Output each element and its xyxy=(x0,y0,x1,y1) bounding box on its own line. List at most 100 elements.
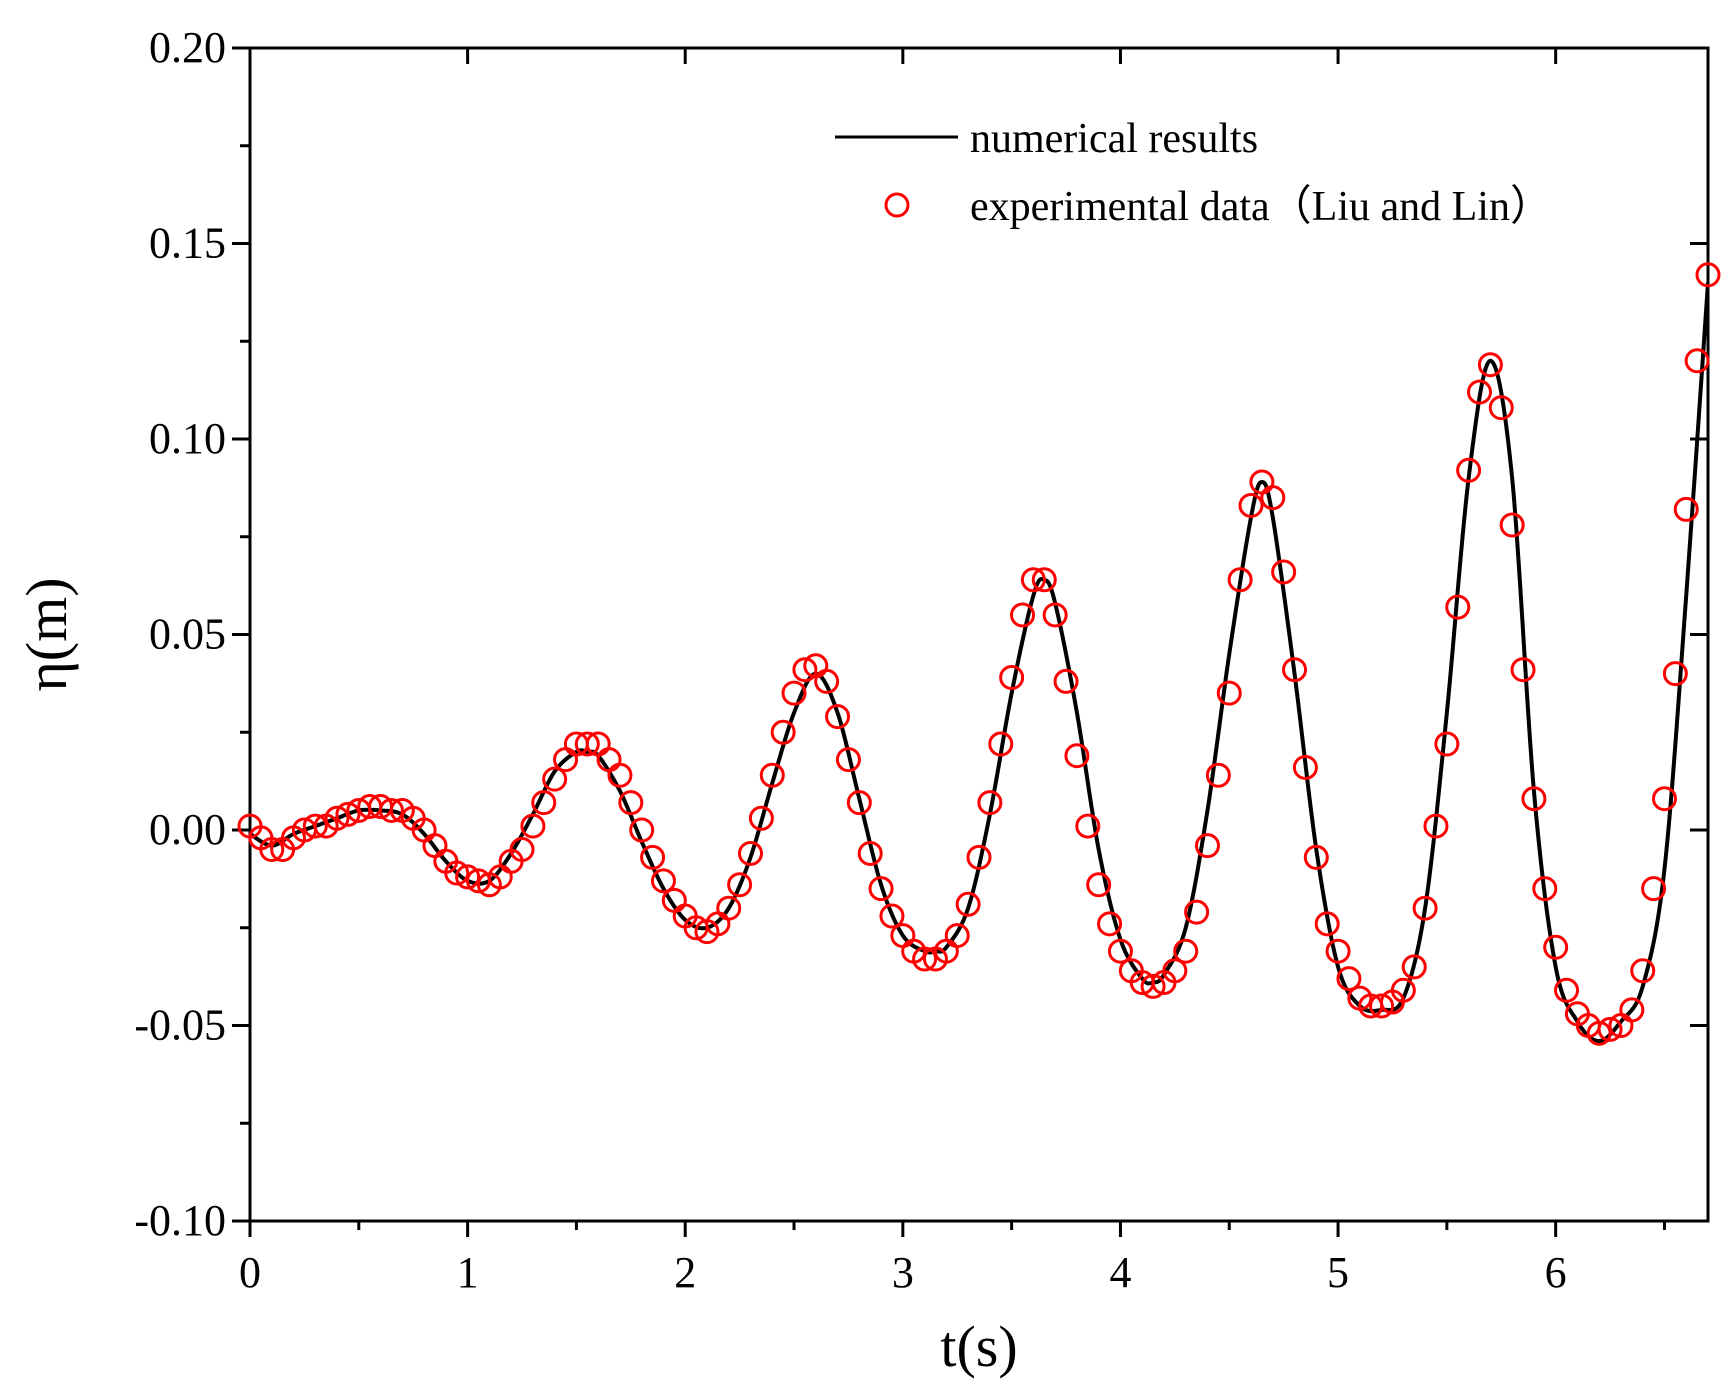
data-point-experimental xyxy=(1641,876,1667,902)
data-point-experimental xyxy=(1488,395,1514,421)
data-point-experimental xyxy=(1184,899,1210,925)
data-point-experimental xyxy=(1260,485,1286,511)
data-point-experimental xyxy=(1282,657,1308,683)
data-point-experimental xyxy=(1010,602,1036,628)
data-point-experimental xyxy=(1075,813,1101,839)
data-point-experimental xyxy=(738,840,764,866)
data-point-experimental xyxy=(1086,872,1112,898)
data-point-experimental xyxy=(1140,973,1166,999)
data-point-experimental xyxy=(607,762,633,788)
data-point-experimental xyxy=(509,837,535,863)
data-point-experimental xyxy=(1238,492,1264,518)
data-point-experimental xyxy=(1554,977,1580,1003)
data-point-experimental xyxy=(912,946,938,972)
data-point-experimental xyxy=(1303,844,1329,870)
data-point-experimental xyxy=(814,668,840,694)
data-point-experimental xyxy=(1194,833,1220,859)
x-tick-label: 5 xyxy=(1327,1248,1349,1297)
data-point-experimental xyxy=(1216,680,1242,706)
data-point-experimental xyxy=(879,903,905,929)
y-axis: -0.10 -0.05 0.00 0.05 0.10 0.15 0.20 xyxy=(134,23,1708,1245)
data-point-experimental xyxy=(1390,977,1416,1003)
x-tick-label: 6 xyxy=(1545,1248,1567,1297)
data-point-experimental xyxy=(1401,954,1427,980)
data-point-experimental xyxy=(1412,895,1438,921)
x-axis: 0 1 2 3 4 5 6 xyxy=(239,48,1666,1297)
data-point-experimental xyxy=(955,891,981,917)
x-tick-label: 3 xyxy=(892,1248,914,1297)
data-point-experimental xyxy=(1445,594,1471,620)
data-point-experimental xyxy=(857,840,883,866)
x-tick-label: 4 xyxy=(1109,1248,1131,1297)
data-point-experimental xyxy=(966,844,992,870)
data-point-experimental xyxy=(1369,993,1395,1019)
y-tick-label: 0.15 xyxy=(149,219,226,268)
data-point-experimental xyxy=(1292,754,1318,780)
data-point-experimental xyxy=(1053,668,1079,694)
data-point-experimental xyxy=(542,766,568,792)
data-point-experimental xyxy=(629,817,655,843)
data-point-experimental xyxy=(1423,813,1449,839)
data-point-experimental xyxy=(640,844,666,870)
data-point-experimental xyxy=(259,837,285,863)
data-point-experimental xyxy=(1097,911,1123,937)
data-point-experimental xyxy=(302,813,328,839)
data-point-experimental xyxy=(1271,559,1297,585)
data-point-experimental xyxy=(1042,602,1068,628)
data-point-experimental xyxy=(868,876,894,902)
data-point-experimental xyxy=(1227,567,1253,593)
data-point-experimental xyxy=(846,790,872,816)
x-tick-label: 2 xyxy=(674,1248,696,1297)
series-layer xyxy=(237,262,1721,1046)
legend-marker-swatch xyxy=(884,192,910,218)
y-tick-label: -0.05 xyxy=(134,1001,226,1050)
data-point-experimental xyxy=(455,864,481,890)
data-point-experimental xyxy=(727,872,753,898)
data-point-experimental xyxy=(1521,786,1547,812)
data-point-experimental xyxy=(1107,938,1133,964)
x-tick-label: 0 xyxy=(239,1248,261,1297)
legend: numerical results experimental data（Liu … xyxy=(835,116,1552,230)
data-point-experimental xyxy=(1064,743,1090,769)
data-point-experimental xyxy=(999,665,1025,691)
data-point-experimental xyxy=(792,657,818,683)
y-axis-title: η(m) xyxy=(14,577,79,691)
y-tick-label: 0.20 xyxy=(149,23,226,72)
y-tick-label: 0.10 xyxy=(149,414,226,463)
data-point-experimental xyxy=(1173,938,1199,964)
data-point-experimental xyxy=(1325,938,1351,964)
data-point-experimental xyxy=(531,790,557,816)
data-point-experimental xyxy=(748,805,774,831)
data-point-experimental xyxy=(1020,567,1046,593)
data-point-experimental xyxy=(1684,348,1710,374)
data-point-experimental xyxy=(1543,934,1569,960)
data-point-experimental xyxy=(1510,657,1536,683)
data-point-experimental xyxy=(781,680,807,706)
y-tick-label: -0.10 xyxy=(134,1196,226,1245)
y-tick-label: 0.05 xyxy=(149,610,226,659)
data-point-experimental xyxy=(1597,1016,1623,1042)
data-point-experimental xyxy=(324,805,350,831)
data-point-experimental xyxy=(977,790,1003,816)
legend-label-experimental: experimental data（Liu and Lin） xyxy=(970,184,1552,230)
data-point-experimental xyxy=(1336,966,1362,992)
data-point-experimental xyxy=(1456,457,1482,483)
legend-label-numerical: numerical results xyxy=(970,116,1258,162)
series-line-numerical xyxy=(250,282,1708,1044)
data-point-experimental xyxy=(618,790,644,816)
data-point-experimental xyxy=(1162,958,1188,984)
data-point-experimental xyxy=(835,747,861,773)
data-point-experimental xyxy=(1695,262,1721,288)
data-point-experimental xyxy=(944,923,970,949)
x-tick-label: 1 xyxy=(457,1248,479,1297)
x-axis-title: t(s) xyxy=(940,1314,1017,1379)
data-point-experimental xyxy=(378,797,404,823)
data-point-experimental xyxy=(988,731,1014,757)
data-point-experimental xyxy=(1477,352,1503,378)
data-point-experimental xyxy=(1314,911,1340,937)
data-point-experimental xyxy=(1586,1020,1612,1046)
data-point-experimental xyxy=(1630,958,1656,984)
data-point-experimental xyxy=(825,704,851,730)
data-point-experimental xyxy=(335,801,361,827)
data-point-experimental xyxy=(1619,997,1645,1023)
